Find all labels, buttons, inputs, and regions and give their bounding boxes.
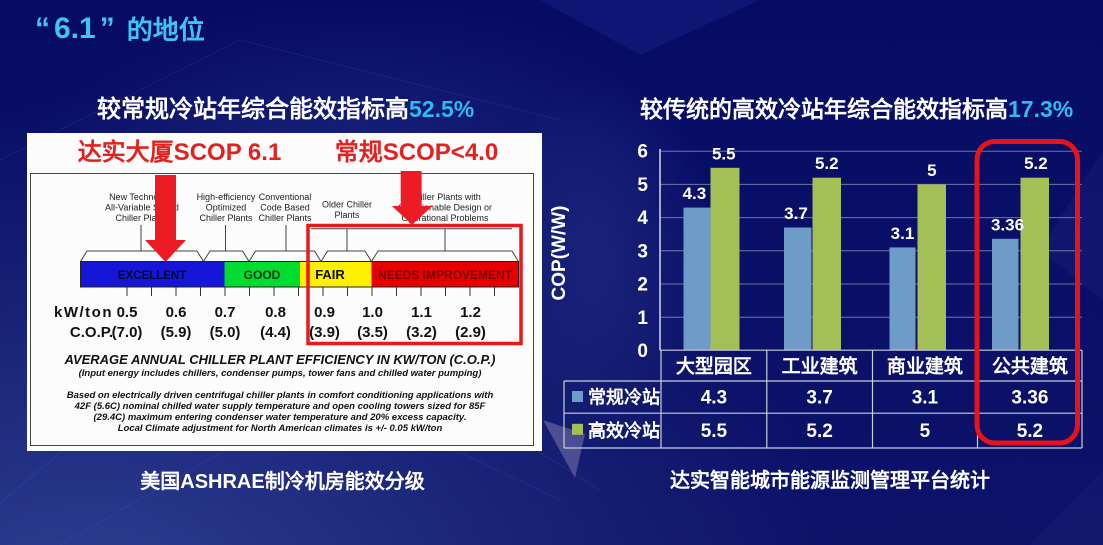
svg-text:常规冷站: 常规冷站: [588, 387, 660, 408]
svg-text:Chiller Plants: Chiller Plants: [258, 213, 312, 223]
svg-text:New Technology: New Technology: [109, 192, 175, 202]
svg-text:Questionable Design or: Questionable Design or: [398, 203, 492, 213]
svg-text:5: 5: [637, 175, 648, 196]
svg-text:0: 0: [637, 341, 648, 362]
svg-text:Older Chiller: Older Chiller: [322, 200, 372, 210]
svg-text:3.7: 3.7: [784, 204, 808, 223]
svg-text:Operational Problems: Operational Problems: [401, 213, 489, 223]
svg-text:(4.4): (4.4): [260, 324, 291, 341]
svg-text:3.36: 3.36: [1011, 388, 1048, 409]
svg-text:Optimized: Optimized: [206, 203, 247, 213]
svg-text:1.1: 1.1: [411, 304, 432, 321]
svg-text:42F (5.6C) nominal chilled wat: 42F (5.6C) nominal chilled water supply …: [74, 401, 486, 412]
svg-text:(2.9): (2.9): [455, 324, 486, 341]
svg-text:3: 3: [637, 241, 648, 262]
svg-text:5.5: 5.5: [701, 421, 728, 442]
svg-text:AVERAGE ANNUAL CHILLER PLANT E: AVERAGE ANNUAL CHILLER PLANT EFFICIENCY …: [64, 352, 496, 367]
svg-text:5.2: 5.2: [1017, 421, 1043, 442]
svg-text:COP(W/W): COP(W/W): [549, 206, 570, 301]
svg-text:4.3: 4.3: [683, 184, 707, 203]
svg-text:Based on electrically driven c: Based on electrically driven centrifugal…: [67, 390, 494, 401]
svg-text:3.36: 3.36: [991, 215, 1024, 234]
svg-text:Chiller Plants with: Chiller Plants with: [409, 192, 481, 202]
svg-text:GOOD: GOOD: [244, 268, 281, 282]
svg-text:4.3: 4.3: [701, 388, 727, 409]
svg-text:NEEDS IMPROVEMENT: NEEDS IMPROVEMENT: [378, 268, 513, 282]
svg-text:Chiller Plants: Chiller Plants: [115, 213, 169, 223]
svg-text:5: 5: [927, 161, 936, 180]
svg-text:0.5: 0.5: [117, 304, 138, 321]
svg-text:公共建筑: 公共建筑: [992, 354, 1068, 377]
svg-text:1.0: 1.0: [362, 304, 383, 321]
svg-text:(3.5): (3.5): [357, 324, 388, 341]
svg-text:4: 4: [637, 208, 648, 229]
svg-text:Code Based: Code Based: [260, 203, 310, 213]
svg-text:(5.0): (5.0): [210, 324, 241, 341]
svg-text:0.8: 0.8: [265, 304, 286, 321]
svg-text:达实大厦SCOP 6.1: 达实大厦SCOP 6.1: [78, 138, 282, 166]
svg-text:kW/ton: kW/ton: [54, 304, 113, 321]
svg-text:C.O.P.: C.O.P.: [70, 324, 113, 341]
svg-text:工业建筑: 工业建筑: [782, 354, 858, 377]
svg-text:FAIR: FAIR: [315, 267, 345, 282]
svg-text:大型园区: 大型园区: [676, 354, 752, 377]
svg-text:(7.0): (7.0): [112, 324, 143, 341]
svg-text:常规SCOP<4.0: 常规SCOP<4.0: [335, 139, 498, 166]
svg-text:High-efficiency: High-efficiency: [197, 192, 256, 202]
svg-text:3.7: 3.7: [806, 388, 832, 409]
svg-text:5.2: 5.2: [815, 154, 839, 173]
svg-text:(29.4C) maximum entering conde: (29.4C) maximum entering condenser water…: [94, 412, 467, 423]
svg-text:EXCELLENT: EXCELLENT: [118, 270, 186, 282]
svg-text:(5.9): (5.9): [161, 324, 192, 341]
svg-text:5.5: 5.5: [712, 144, 736, 163]
svg-text:商业建筑: 商业建筑: [887, 354, 963, 377]
svg-text:0.7: 0.7: [215, 304, 236, 321]
svg-text:1: 1: [637, 308, 648, 329]
svg-text:Conventional: Conventional: [259, 192, 312, 202]
svg-text:All-Variable Speed: All-Variable Speed: [105, 203, 179, 213]
svg-text:6: 6: [637, 142, 648, 163]
svg-text:Plants: Plants: [334, 210, 360, 220]
svg-text:0.6: 0.6: [166, 304, 187, 321]
svg-text:(3.2): (3.2): [406, 324, 437, 341]
svg-text:5: 5: [920, 421, 931, 442]
svg-text:1.2: 1.2: [460, 304, 481, 321]
svg-text:Chiller Plants: Chiller Plants: [199, 213, 253, 223]
svg-text:5.2: 5.2: [1024, 154, 1048, 173]
svg-text:3.1: 3.1: [912, 388, 939, 409]
svg-text:高效冷站: 高效冷站: [588, 420, 660, 441]
svg-text:0.9: 0.9: [314, 304, 335, 321]
svg-text:5.2: 5.2: [806, 421, 832, 442]
svg-text:3.1: 3.1: [891, 224, 915, 243]
svg-text:Local Climate adjustment for N: Local Climate adjustment for North Ameri…: [118, 423, 443, 434]
svg-text:2: 2: [637, 275, 648, 296]
svg-text:(3.9): (3.9): [309, 324, 340, 341]
svg-text:(Input energy includes chiller: (Input energy includes chillers, condens…: [79, 368, 482, 379]
